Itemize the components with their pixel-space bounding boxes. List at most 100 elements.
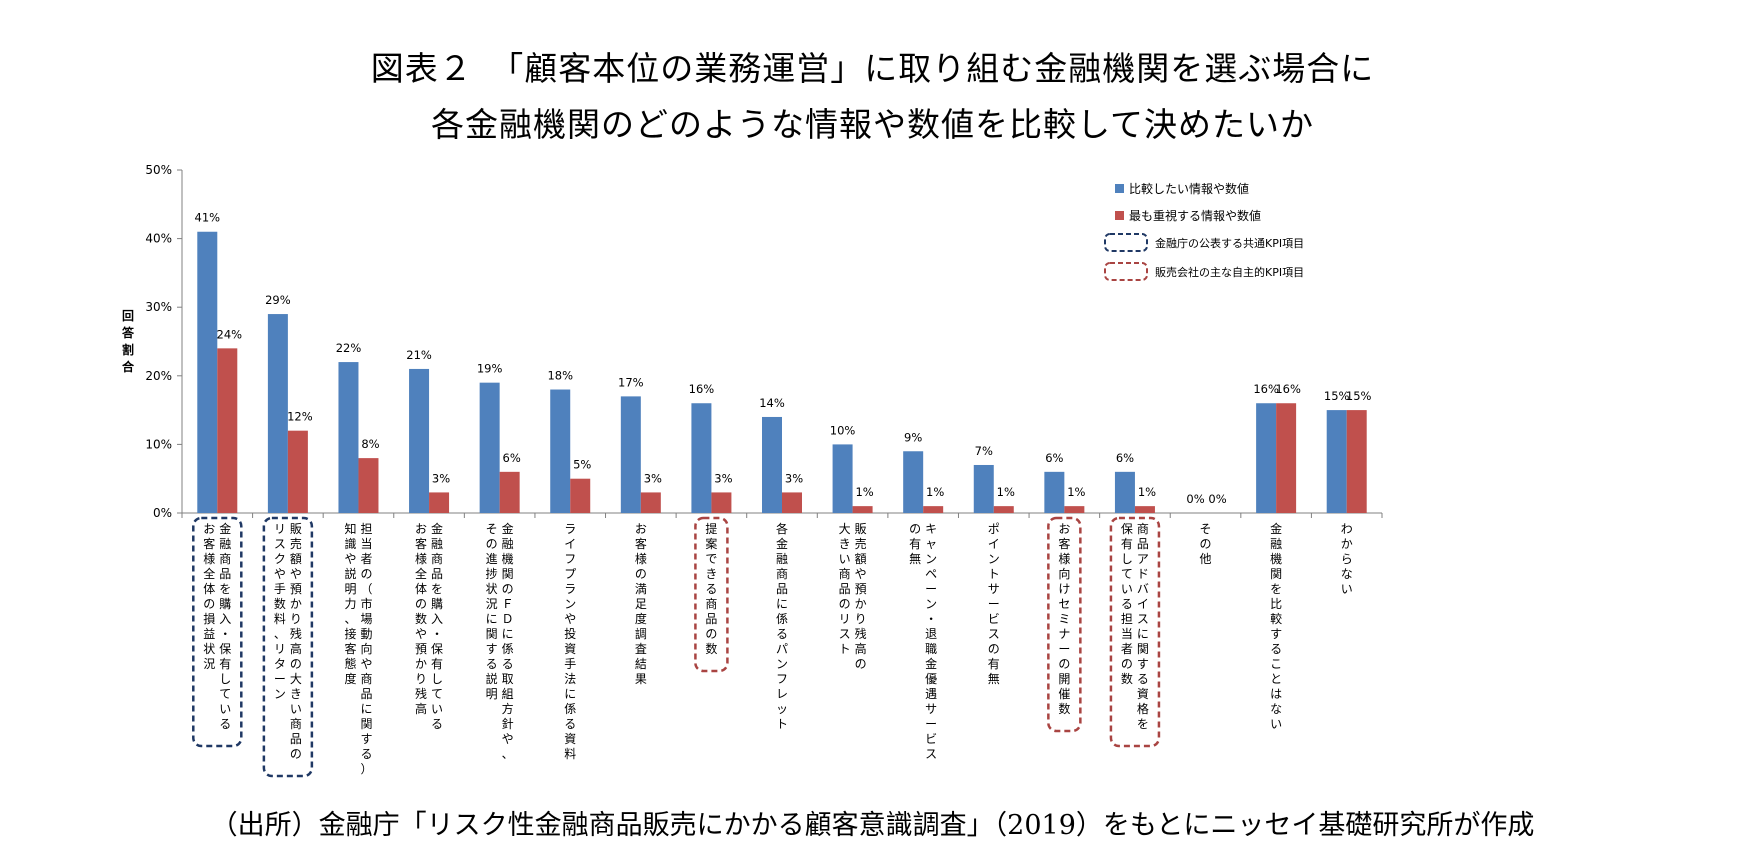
category-label-char: 係 [564,702,576,716]
category-label-char: ） [360,762,372,776]
bar-important [358,458,379,513]
category-label-char: け [1058,582,1070,596]
data-label-compare: 22% [336,341,362,355]
category-label-char: の [1200,537,1212,551]
category-label-char: 資 [564,732,576,746]
category-label-char: 度 [344,671,356,686]
data-label-important: 1% [997,485,1015,499]
category-label-char: イ [1137,597,1149,611]
category-label-char: 数 [705,641,717,656]
category-label-char: バ [1137,582,1149,596]
category-label-char: る [360,747,372,761]
category-label-char: 様 [635,552,647,566]
y-tick-label: 40% [145,232,172,246]
bar-important [217,348,238,513]
category-label-char: ・ [925,612,937,626]
y-axis-label: 回 [122,309,134,323]
category-label-char: い [1341,582,1353,596]
category-label-char: 向 [1058,566,1070,581]
category-label-char: ト [776,717,788,731]
category-label-char: 職 [925,642,937,656]
category-label-char: （ [360,582,372,596]
category-label-char: 度 [635,611,647,626]
category-label-char: 者 [360,552,372,566]
category-label-char: 金 [1270,521,1282,536]
category-label-char: そ [486,522,498,536]
bar-important [993,506,1014,513]
category-label-char: 品 [431,567,443,581]
category-label-char: プ [564,567,576,581]
category-label-char: 融 [502,537,514,551]
data-label-important: 16% [1275,382,1301,396]
category-label-char: ペ [925,567,937,581]
category-label-char: き [839,537,851,551]
category-label-char: の [635,567,647,581]
category-label-char: 品 [705,612,717,626]
legend-swatch-important [1115,211,1124,220]
category-label-char: や [274,567,286,581]
category-label-char: 格 [1137,701,1149,716]
category-label-char: す [1137,657,1149,671]
category-label-char: 場 [360,612,372,626]
category-label-char: 無 [909,551,921,566]
category-label-char: 金 [219,521,231,536]
category-label-char: セ [1058,597,1070,611]
category-label-char: の [290,747,302,761]
category-label-char: 満 [635,582,647,596]
data-label-important: 24% [217,327,243,341]
category-label-char: 額 [290,552,302,566]
bar-compare [620,396,641,513]
data-label-compare: 41% [195,211,221,225]
category-label-char: ア [1137,552,1149,566]
category-label-char: い [1270,717,1282,731]
category-label-char: に [360,702,372,716]
category-label-char: ン [988,552,1000,566]
category-label-char: 商 [219,551,231,566]
category-label-char: や [360,657,372,671]
category-label-char: に [502,627,514,641]
kpi-voluntary-box [1109,516,1161,748]
chart-title-line2: 各金融機関のどのような情報や数値を比較して決めたいか [430,105,1314,144]
category-label-char: 結 [635,657,647,671]
bar-compare [903,451,924,513]
category-label-char: 預 [415,642,427,656]
category-label-char: し [431,672,443,686]
category-label-char: 組 [502,687,514,701]
category-label-char: 数 [1121,671,1133,686]
category-label-char: 当 [1121,627,1133,641]
category-label-char: に [564,687,576,701]
category-label-char: の [486,537,498,551]
category-label-char: 催 [1058,687,1070,701]
data-label-important: 12% [287,410,313,424]
category-label-char: 品 [219,567,231,581]
category-label-char: や [564,612,576,626]
category-label-char: フ [564,552,576,566]
y-axis-label: 合 [122,359,135,374]
category-label-char: 、 [344,612,356,626]
category-label-char: り [290,612,302,626]
category-label-char: 足 [635,597,647,611]
bar-important [287,430,308,513]
category-label-char: そ [1200,522,1212,536]
data-label-compare: 17% [618,375,644,389]
legend-swatch-compare [1115,184,1124,193]
category-label-char: リ [274,522,286,536]
category-label-char: の [855,657,867,671]
category-label-char: 入 [219,612,231,626]
bar-important [570,478,591,513]
chart-title-line1: 図表２ 「顧客本位の業務運営」に取り組む金融機関を選ぶ場合に [370,49,1375,88]
category-label-char: か [415,657,427,671]
data-label-compare: 9% [904,430,922,444]
category-label-char: 数 [274,596,286,611]
category-label-char: 有 [431,657,443,671]
data-label-important: 1% [926,485,944,499]
category-label-char: 他 [1200,552,1212,566]
data-label-important: 3% [432,471,450,485]
category-label-char: 購 [431,597,443,611]
bar-compare [691,403,712,513]
data-label-important: 15% [1346,389,1372,403]
category-label-char: の [360,567,372,581]
category-label-char: 保 [1121,522,1133,536]
category-label-char: 金 [502,521,514,536]
category-label-char: 商 [839,566,851,581]
